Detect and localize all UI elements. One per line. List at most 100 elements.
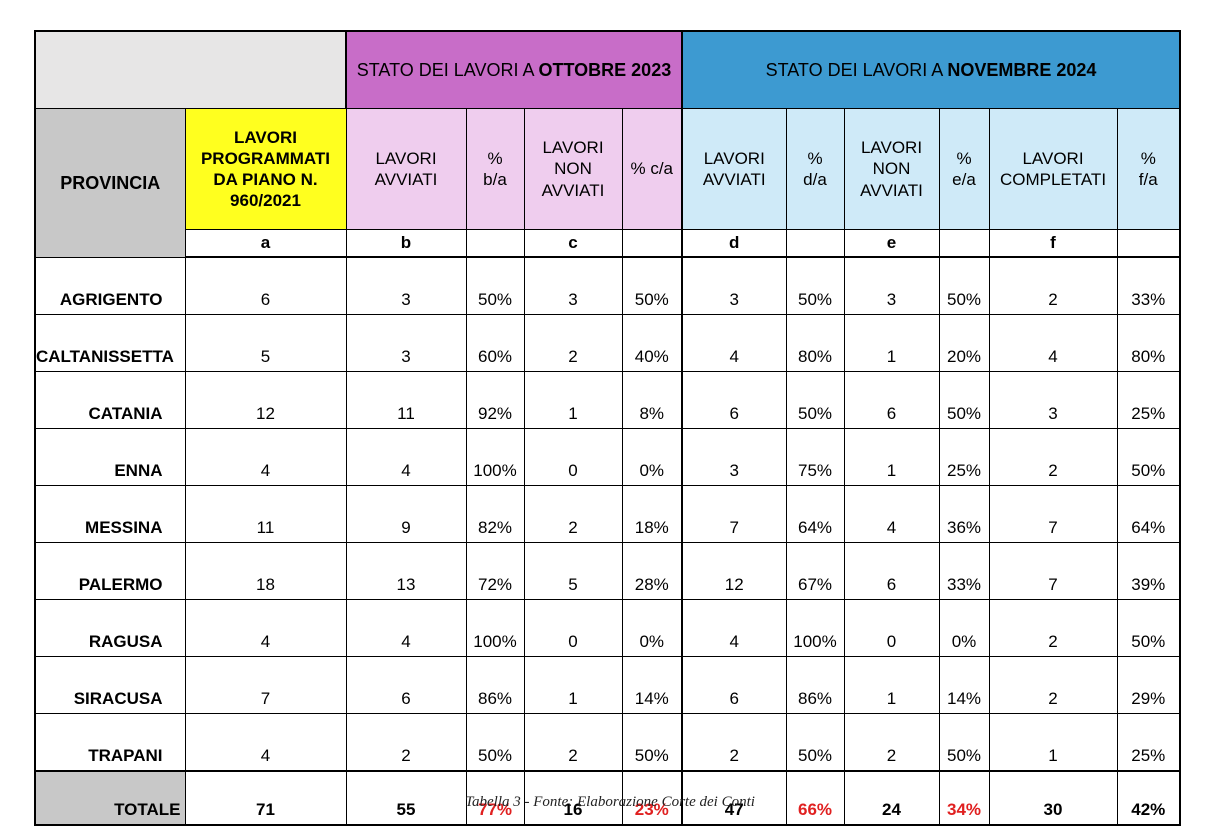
oct-pct-ba-cell: 92% [465, 371, 525, 429]
table-row: CATANIA 12 11 92% 1 8% 6 50% 6 50% 3 25% [34, 371, 1181, 429]
header-line: LAVORI [234, 127, 297, 147]
nov-pct-ea-cell: 50% [938, 256, 990, 315]
header-line: % [807, 148, 823, 168]
nov-pct-da-header: % d/a [785, 108, 845, 230]
lavori-programmati-cell: 12 [184, 371, 347, 429]
header-line: LAVORI [375, 148, 437, 168]
oct-pct-ca-cell: 14% [621, 656, 683, 714]
letter-d: d [681, 229, 787, 258]
letter-a: a [184, 229, 347, 258]
header-line: AVVIATI [541, 180, 605, 200]
nov-pct-fa-cell: 80% [1116, 314, 1181, 372]
table-row: CALTANISSETTA 5 3 60% 2 40% 4 80% 1 20% 4 80% [34, 314, 1181, 372]
oct-avviati-cell: 11 [345, 371, 467, 429]
oct-non-avviati-cell: 0 [523, 599, 623, 657]
oct-pct-ba-cell: 100% [465, 428, 525, 486]
nov-pct-da-cell: 67% [785, 542, 845, 600]
letter-empty [785, 229, 845, 258]
oct-pct-ca-cell: 40% [621, 314, 683, 372]
header-line: LAVORI [1022, 148, 1084, 168]
nov-pct-ea-cell: 50% [938, 713, 990, 772]
oct-avviati-cell: 3 [345, 314, 467, 372]
header-line: % [487, 148, 503, 168]
oct-pct-ca-cell: 28% [621, 542, 683, 600]
nov-non-avviati-cell: 6 [843, 542, 940, 600]
total-nov-pct-da-cell: 66% [785, 770, 845, 826]
oct-avviati-cell: 13 [345, 542, 467, 600]
oct-non-avviati-cell: 3 [523, 256, 623, 315]
header-line: % [956, 148, 972, 168]
nov-pct-fa-cell: 33% [1116, 256, 1181, 315]
header-line: f/a [1138, 170, 1158, 189]
header-line: AVVIATI [374, 170, 438, 189]
nov-lavori-non-avviati-header: LAVORI NON AVVIATI [843, 108, 940, 230]
lavori-programmati-cell: 11 [184, 485, 347, 543]
oct-avviati-cell: 2 [345, 713, 467, 772]
total-nov-completati-cell: 30 [988, 770, 1118, 826]
table-row: AGRIGENTO 6 3 50% 3 50% 3 50% 3 50% 2 33% [34, 256, 1181, 315]
lavori-programmati-cell: 4 [184, 428, 347, 486]
total-oct-pct-ca-cell: 23% [621, 770, 683, 826]
total-nov-non-avviati-cell: 24 [843, 770, 940, 826]
total-nov-pct-fa-cell: 42% [1116, 770, 1181, 826]
nov-pct-da-cell: 64% [785, 485, 845, 543]
nov-lavori-avviati-header: LAVORI AVVIATI [681, 108, 787, 230]
nov-pct-ea-cell: 0% [938, 599, 990, 657]
nov-completati-cell: 1 [988, 713, 1118, 772]
oct-non-avviati-cell: 5 [523, 542, 623, 600]
oct-avviati-cell: 6 [345, 656, 467, 714]
total-oct-avviati-cell: 55 [345, 770, 467, 826]
provincia-name-cell: MESSINA [34, 485, 186, 543]
total-nov-pct-ea-cell: 34% [938, 770, 990, 826]
oct-pct-ba-cell: 82% [465, 485, 525, 543]
october-header-prefix: STATO DEI LAVORI A [356, 59, 539, 80]
nov-completati-cell: 2 [988, 256, 1118, 315]
header-line: AVVIATI [860, 180, 923, 200]
october-header-bold: OTTOBRE 2023 [538, 59, 672, 80]
header-line: d/a [803, 170, 827, 189]
nov-pct-fa-cell: 25% [1116, 371, 1181, 429]
provinces-works-table-wrapper: STATO DEI LAVORI A OTTOBRE 2023 STATO DE… [34, 30, 1181, 826]
table-row: ENNA 4 4 100% 0 0% 3 75% 1 25% 2 50% [34, 428, 1181, 486]
header-line: PROGRAMMATI [200, 148, 331, 168]
oct-pct-ba-cell: 50% [465, 256, 525, 315]
provincia-name-cell: PALERMO [34, 542, 186, 600]
nov-avviati-cell: 12 [681, 542, 787, 600]
table-row: TRAPANI 4 2 50% 2 50% 2 50% 2 50% 1 25% [34, 713, 1181, 772]
lavori-programmati-cell: 7 [184, 656, 347, 714]
nov-completati-cell: 3 [988, 371, 1118, 429]
nov-avviati-cell: 3 [681, 428, 787, 486]
nov-avviati-cell: 6 [681, 371, 787, 429]
period-header-row: STATO DEI LAVORI A OTTOBRE 2023 STATO DE… [34, 30, 1181, 109]
total-oct-pct-ba-cell: 77% [465, 770, 525, 826]
oct-avviati-cell: 4 [345, 428, 467, 486]
total-provincia-name-cell: TOTALE [34, 770, 186, 826]
header-line: LAVORI [703, 148, 765, 168]
nov-pct-ea-cell: 33% [938, 542, 990, 600]
provincia-name-cell: AGRIGENTO [34, 256, 186, 315]
header-line: % [1140, 148, 1156, 168]
provincia-name-cell: TRAPANI [34, 713, 186, 772]
header-line: NON [872, 159, 911, 179]
letter-e: e [843, 229, 940, 258]
letter-c: c [523, 229, 623, 258]
nov-avviati-cell: 6 [681, 656, 787, 714]
nov-completati-cell: 2 [988, 428, 1118, 486]
nov-pct-da-cell: 50% [785, 713, 845, 772]
column-header-row: PROVINCIA LAVORI PROGRAMMATI DA PIANO N.… [34, 108, 1181, 258]
november-header-prefix: STATO DEI LAVORI A [765, 59, 948, 80]
header-line: b/a [483, 170, 507, 189]
oct-avviati-cell: 4 [345, 599, 467, 657]
nov-pct-ea-header: % e/a [938, 108, 990, 230]
oct-pct-ba-cell: 86% [465, 656, 525, 714]
oct-pct-ba-cell: 60% [465, 314, 525, 372]
nov-non-avviati-cell: 3 [843, 256, 940, 315]
lavori-programmati-cell: 6 [184, 256, 347, 315]
header-line: e/a [952, 170, 976, 189]
nov-completati-cell: 7 [988, 542, 1118, 600]
oct-pct-ca-cell: 50% [621, 256, 683, 315]
nov-avviati-cell: 4 [681, 314, 787, 372]
nov-pct-fa-cell: 50% [1116, 428, 1181, 486]
nov-non-avviati-cell: 1 [843, 656, 940, 714]
oct-pct-ba-cell: 72% [465, 542, 525, 600]
